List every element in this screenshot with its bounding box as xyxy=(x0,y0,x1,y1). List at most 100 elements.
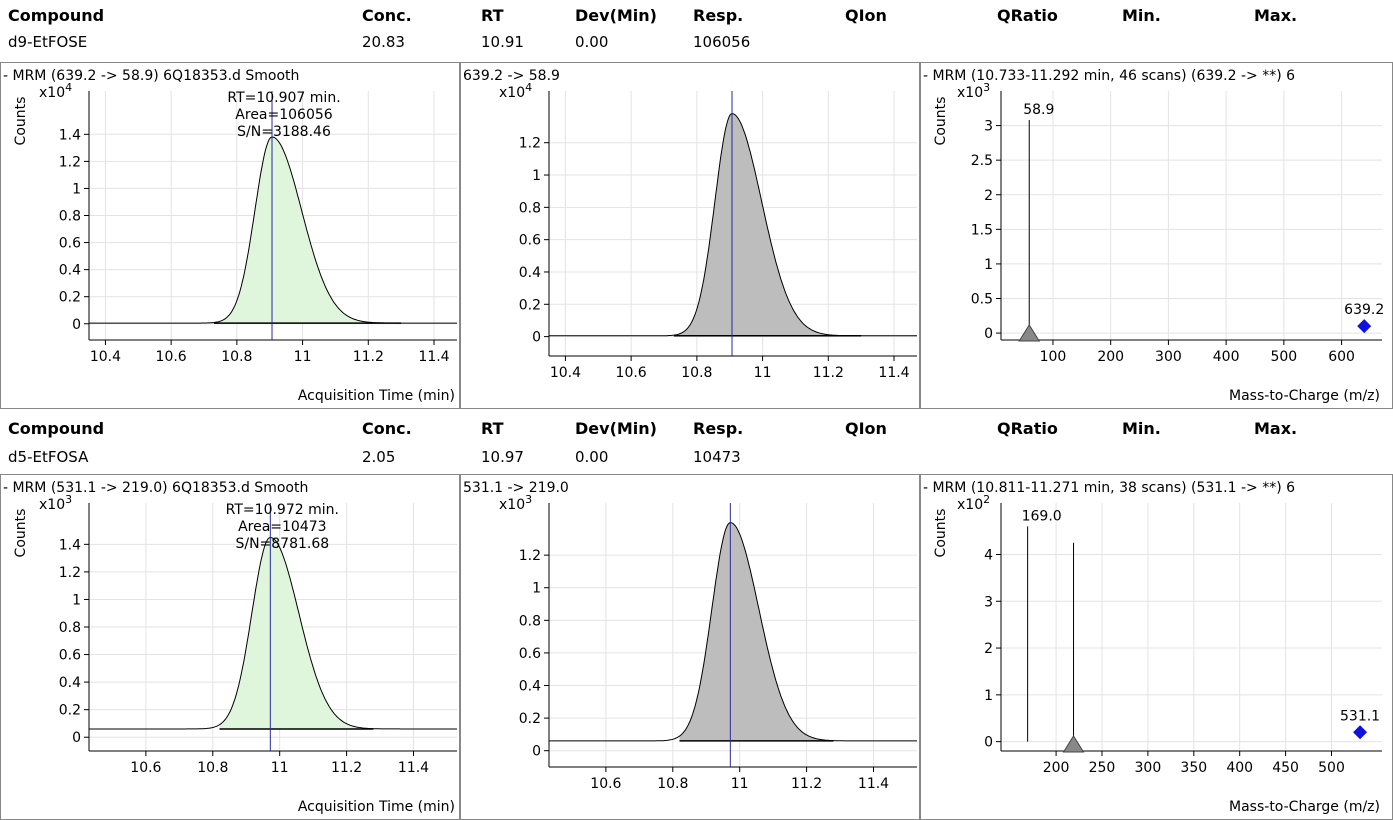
y-exponent-power: 4 xyxy=(65,81,72,94)
y-tick-label: 1.2 xyxy=(59,154,81,170)
header-conc: Conc. xyxy=(362,6,412,25)
y-tick-label: 0 xyxy=(984,735,993,751)
y-exponent-power: 4 xyxy=(525,81,532,94)
header-min: Min. xyxy=(1122,6,1161,25)
y-tick-label: 2 xyxy=(984,188,993,204)
x-axis-label: Mass-to-Charge (m/z) xyxy=(1229,799,1380,815)
peak-annotation: S/N=8781.68 xyxy=(235,536,329,552)
peak-annotation: Area=10473 xyxy=(238,519,326,535)
x-tick-label: 500 xyxy=(1318,760,1345,776)
x-tick-label: 11.2 xyxy=(791,776,822,792)
y-tick-label: 0.2 xyxy=(59,290,81,306)
mass-spectrum-panel: - MRM (10.811-11.271 min, 38 scans) (531… xyxy=(920,474,1393,820)
chart-title: - MRM (10.811-11.271 min, 38 scans) (531… xyxy=(923,480,1295,496)
mass-spectrum-panel: - MRM (10.733-11.292 min, 46 scans) (639… xyxy=(920,62,1393,409)
y-tick-label: 0.8 xyxy=(59,209,81,225)
value-rt: 10.91 xyxy=(481,33,524,51)
x-tick-label: 11.2 xyxy=(813,365,844,381)
qualifier-chromatogram-panel: 639.2 -> 58.9 10.4 10.6 10.8 11 11.2 11.4 0 0.2 0… xyxy=(460,62,920,409)
product-ion-marker xyxy=(1018,324,1041,342)
x-tick-label: 10.6 xyxy=(590,776,621,792)
x-tick-label: 400 xyxy=(1213,349,1240,365)
value-dev: 0.00 xyxy=(575,33,609,51)
compound-header-row: Compound Conc. RT Dev(Min) Resp. QIon QRatio Mi… xyxy=(0,6,1393,32)
x-tick-label: 10.8 xyxy=(197,760,228,776)
x-tick-label: 10.8 xyxy=(681,365,712,381)
value-compound: d5-EtFOSA xyxy=(8,448,89,466)
x-tick-label: 400 xyxy=(1226,760,1253,776)
x-tick-label: 200 xyxy=(1097,349,1124,365)
chart-svg: - MRM (531.1 -> 219.0) 6Q18353.d Smooth 1… xyxy=(3,480,457,815)
y-tick-label: 3 xyxy=(984,119,993,135)
chart-title: - MRM (531.1 -> 219.0) 6Q18353.d Smooth xyxy=(3,480,308,496)
chart-svg: - MRM (10.733-11.292 min, 46 scans) (639… xyxy=(923,68,1384,404)
y-tick-label: 1.4 xyxy=(59,127,81,143)
chart-svg: 531.1 -> 219.010.6 10.8 11 11.2 11.400.20.40… xyxy=(463,480,917,792)
y-tick-label: 0.6 xyxy=(519,233,541,249)
x-axis-label: Acquisition Time (min) xyxy=(298,799,455,815)
x-tick-label: 300 xyxy=(1155,349,1182,365)
precursor-marker xyxy=(1357,319,1372,334)
header-compound: Compound xyxy=(8,419,105,438)
y-tick-label: 1 xyxy=(532,581,541,597)
y-tick-label: 0 xyxy=(72,730,81,746)
peak-area xyxy=(679,522,834,741)
chart-title: 531.1 -> 219.0 xyxy=(463,480,569,496)
y-axis-label: Counts xyxy=(933,509,949,558)
header-min: Min. xyxy=(1122,419,1161,438)
x-tick-label: 500 xyxy=(1270,349,1297,365)
y-tick-label: 4 xyxy=(984,547,993,563)
header-max: Max. xyxy=(1254,419,1298,438)
value-resp: 106056 xyxy=(693,33,751,51)
quant-chromatogram-panel: - MRM (531.1 -> 219.0) 6Q18353.d Smooth 1… xyxy=(0,474,460,820)
y-tick-label: 2.5 xyxy=(971,153,993,169)
y-tick-label: 2 xyxy=(984,641,993,657)
y-tick-label: 1.2 xyxy=(59,565,81,581)
y-exponent-label: x103 xyxy=(39,493,72,513)
peak-area xyxy=(213,137,402,324)
y-tick-label: 1.4 xyxy=(59,537,81,553)
x-tick-label: 11.2 xyxy=(331,760,362,776)
x-tick-label: 11 xyxy=(754,365,772,381)
value-conc: 2.05 xyxy=(362,448,396,466)
peak-area xyxy=(219,537,374,729)
header-max: Max. xyxy=(1254,6,1298,25)
y-tick-label: 0 xyxy=(984,326,993,342)
peak-annotation: RT=10.907 min. xyxy=(227,90,340,106)
precursor-marker xyxy=(1353,725,1368,740)
x-tick-label: 11 xyxy=(271,760,289,776)
chart-svg: - MRM (639.2 -> 58.9) 6Q18353.d Smooth10… xyxy=(3,68,457,404)
y-axis-label: Counts xyxy=(933,97,949,146)
value-conc: 20.83 xyxy=(362,33,405,51)
x-tick-label: 10.8 xyxy=(657,776,688,792)
y-axis-label: Counts xyxy=(13,97,29,146)
compound-value-row: d5-EtFOSA 2.05 10.97 0.00 10473 xyxy=(0,448,1393,470)
x-tick-label: 10.8 xyxy=(221,349,252,365)
y-tick-label: 1 xyxy=(72,181,81,197)
value-compound: d9-EtFOSE xyxy=(8,33,88,51)
y-exponent-label: x104 xyxy=(39,81,72,101)
x-tick-label: 11.4 xyxy=(878,365,909,381)
x-tick-label: 350 xyxy=(1180,760,1207,776)
header-dev: Dev(Min) xyxy=(575,6,657,25)
header-compound: Compound xyxy=(8,6,105,25)
y-exponent-power: 3 xyxy=(525,493,532,506)
y-tick-label: 0.4 xyxy=(519,265,541,281)
y-tick-label: 0.6 xyxy=(59,648,81,664)
x-tick-label: 11.4 xyxy=(858,776,889,792)
y-exponent-label: x103 xyxy=(499,493,532,513)
chromatogram-trace xyxy=(89,536,457,730)
qualifier-chromatogram-panel: 531.1 -> 219.0 10.6 10.8 11 11.2 11.4 0 0.2 0.4 0… xyxy=(460,474,920,820)
x-tick-label: 10.6 xyxy=(616,365,647,381)
header-resp: Resp. xyxy=(693,6,744,25)
peak-annotation: RT=10.972 min. xyxy=(226,502,339,518)
y-tick-label: 1 xyxy=(532,168,541,184)
value-rt: 10.97 xyxy=(481,448,524,466)
header-conc: Conc. xyxy=(362,419,412,438)
y-tick-label: 0 xyxy=(532,330,541,346)
y-tick-label: 0.5 xyxy=(971,292,993,308)
peak-annotation: S/N=3188.46 xyxy=(237,124,331,140)
x-tick-label: 200 xyxy=(1043,760,1070,776)
y-tick-label: 0.4 xyxy=(59,263,81,279)
x-tick-label: 11.2 xyxy=(353,349,384,365)
